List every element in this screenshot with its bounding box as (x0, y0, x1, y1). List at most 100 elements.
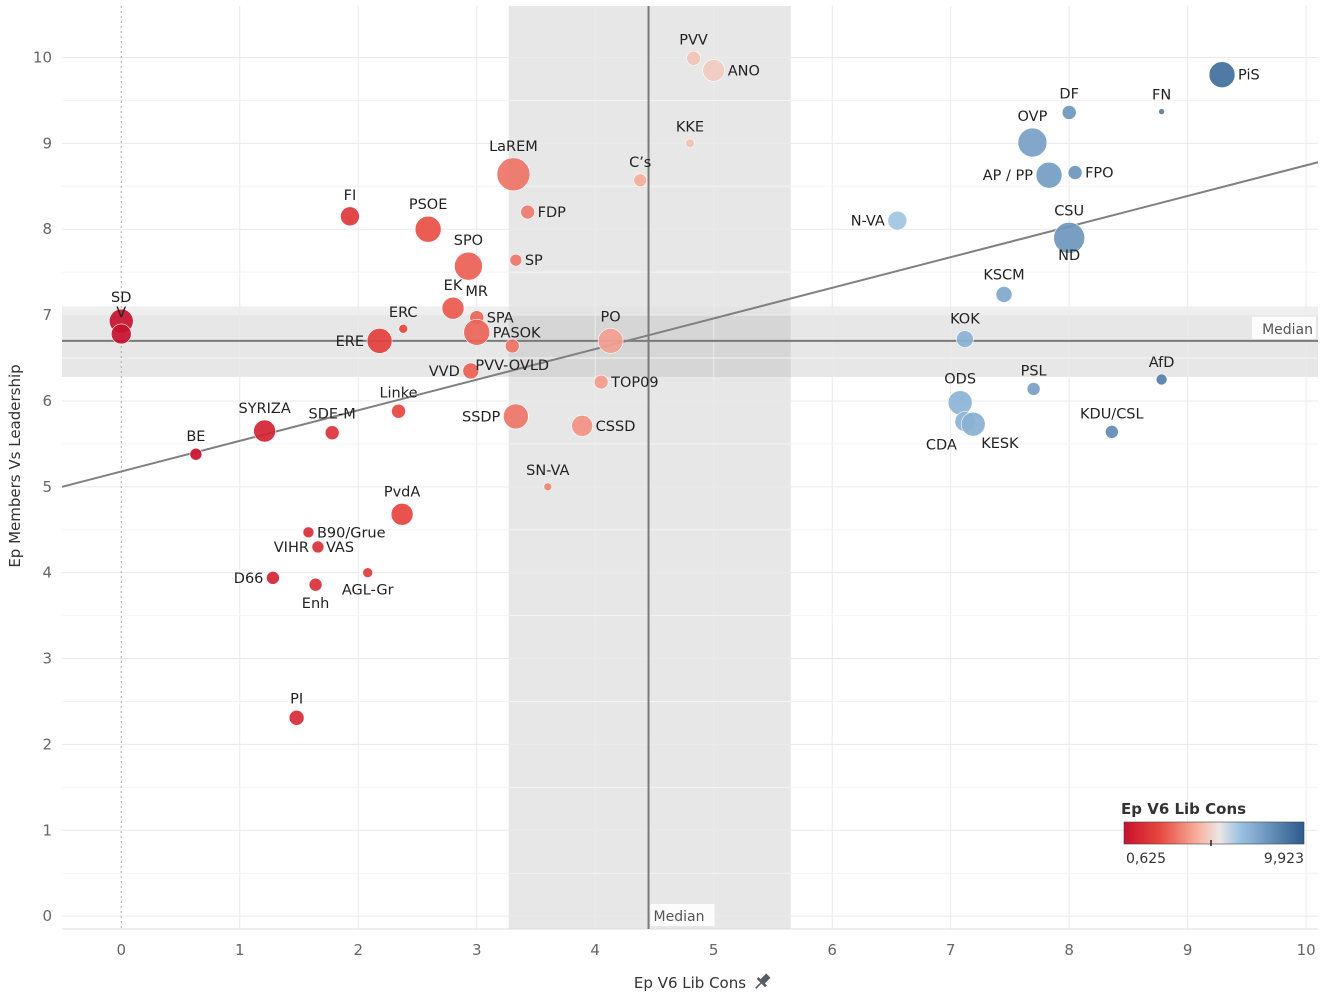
point-pvv-ovld (504, 338, 520, 354)
data-label: KDU/CSL (1080, 406, 1144, 422)
data-label: PASOK (493, 325, 541, 341)
point-pis (1208, 61, 1236, 88)
point-d66 (266, 571, 280, 585)
data-label: SDE-M (309, 407, 356, 423)
data-label: PVV-OVLD (475, 358, 549, 374)
data-label: ERC (389, 305, 418, 321)
point-ovp (1017, 127, 1048, 158)
data-label: SD (111, 290, 131, 306)
median-x-label-box (650, 904, 715, 926)
point-pvv (686, 51, 701, 66)
point-fdp (520, 204, 535, 220)
data-label: KOK (950, 312, 980, 328)
point-po (597, 328, 624, 354)
pin-icon[interactable] (751, 971, 772, 992)
data-label: AP / PP (983, 168, 1034, 184)
point-psl (1026, 382, 1041, 396)
data-label: BE (186, 429, 205, 445)
median-y-label-box (1252, 316, 1316, 339)
data-label: PSOE (409, 197, 448, 213)
data-label: KESK (981, 436, 1019, 452)
y-tick-label: 6 (42, 392, 52, 410)
data-label: AfD (1149, 355, 1175, 371)
data-label: ODS (944, 372, 976, 388)
y-tick-label: 1 (42, 821, 52, 839)
point-ap-pp (1035, 161, 1063, 189)
point-ssdp (503, 403, 529, 430)
y-tick-label: 5 (42, 478, 52, 496)
point-pasok (463, 318, 491, 346)
y-tick-label: 4 (42, 564, 52, 582)
data-label: PSL (1021, 363, 1047, 379)
data-label: VIHR (274, 540, 309, 556)
point-linke (391, 403, 406, 419)
data-label: SYRIZA (238, 401, 290, 417)
x-tick-label: 3 (472, 941, 482, 959)
data-label: V (116, 305, 126, 321)
point-sn-va (543, 482, 553, 492)
data-label: KKE (676, 119, 704, 135)
legend-title: Ep V6 Lib Cons (1121, 800, 1246, 818)
point-vihr (311, 540, 325, 554)
x-tick-label: 4 (590, 941, 600, 959)
point-n-va (887, 210, 908, 231)
point-v (110, 323, 132, 345)
data-label: ND (1058, 248, 1080, 264)
point-sp (509, 253, 523, 267)
data-label: C’s (629, 155, 651, 171)
data-label: LaREM (489, 139, 538, 155)
point-agl-gr (362, 567, 374, 578)
data-label: PiS (1238, 68, 1260, 84)
data-label: AGL-Gr (342, 583, 394, 599)
x-tick-label: 8 (1064, 941, 1074, 959)
point-sde-m (324, 425, 340, 441)
data-label: CDA (926, 438, 957, 454)
data-label: PVV (679, 32, 708, 48)
point-kke (685, 138, 695, 149)
data-label: PO (601, 309, 621, 325)
y-tick-label: 7 (42, 306, 52, 324)
point-ano (702, 59, 725, 82)
y-tick-label: 10 (33, 49, 52, 67)
data-label: CSSD (596, 419, 636, 435)
data-label: EK (444, 278, 463, 294)
data-label: N-VA (851, 214, 885, 230)
x-tick-label: 2 (353, 941, 363, 959)
data-label: VAS (326, 540, 354, 556)
point-afd (1155, 373, 1168, 386)
data-label: FDP (538, 205, 567, 221)
data-label: OVP (1018, 109, 1048, 125)
x-tick-label: 5 (709, 941, 719, 959)
data-labels: SDV BE SYRIZA SDE-M D66 PI B90/Grue VIHR VAS Enh F… (111, 32, 1260, 707)
data-label: ERE (336, 334, 364, 350)
y-tick-label: 2 (42, 735, 52, 753)
x-tick-label: 0 (116, 941, 126, 959)
point-kdu-csl (1105, 425, 1119, 439)
data-label: SSDP (462, 409, 501, 425)
point-pi (288, 709, 305, 726)
y-tick-label: 3 (42, 650, 52, 668)
point-spo (454, 251, 483, 281)
point-fn (1158, 108, 1165, 115)
point-fi (340, 206, 360, 227)
data-label: FPO (1085, 166, 1114, 182)
point-pvda (390, 502, 414, 526)
point-ek (441, 296, 465, 320)
legend-gradient-bar (1123, 821, 1305, 845)
point-vvd (462, 362, 480, 380)
data-label: B90/Grue (317, 525, 386, 541)
data-label: SP (525, 253, 543, 269)
point-top09 (593, 374, 609, 390)
data-label: FN (1152, 88, 1171, 104)
gridlines (62, 6, 1318, 930)
point-kok (956, 330, 974, 348)
legend-max-label: 9,923 (1264, 851, 1304, 867)
data-label: SPA (487, 311, 514, 327)
x-tick-label: 10 (1297, 941, 1316, 959)
point-larem (496, 157, 531, 192)
data-label: VVD (429, 364, 460, 380)
point-kscm (995, 286, 1013, 303)
point-enh (308, 577, 323, 592)
data-label: PvdA (384, 484, 421, 500)
